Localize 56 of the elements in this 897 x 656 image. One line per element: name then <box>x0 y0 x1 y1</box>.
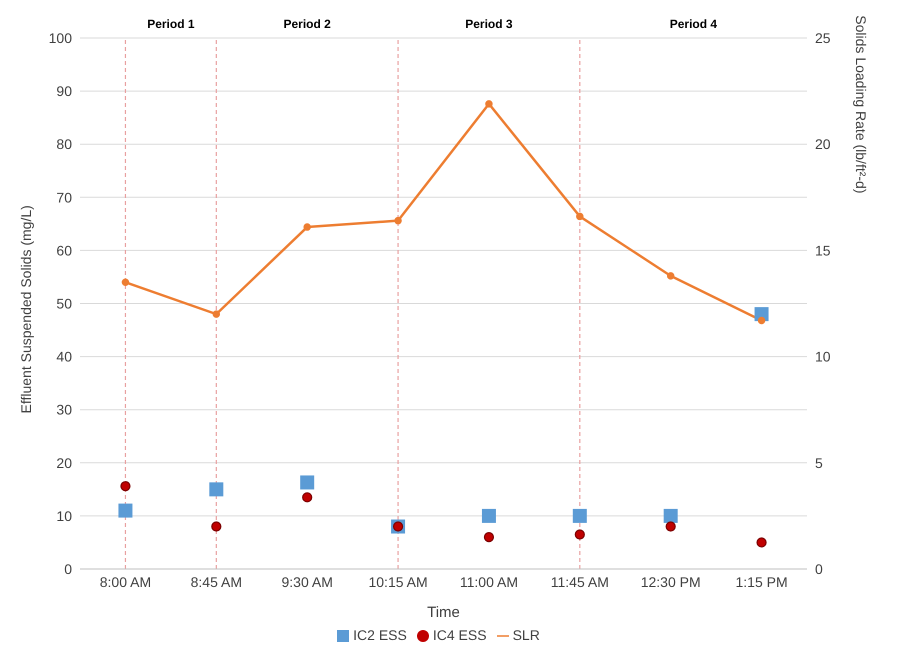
point <box>300 475 314 490</box>
point <box>756 537 767 548</box>
y-tick-label: 100 <box>48 30 72 46</box>
text: Period 4 <box>670 17 718 31</box>
point <box>666 272 674 280</box>
point <box>664 508 678 523</box>
point <box>484 532 494 542</box>
legend-label: IC4 ESS <box>432 627 487 643</box>
y-tick-label: 50 <box>56 295 72 312</box>
text: Period 1 <box>147 17 195 31</box>
point <box>394 216 402 224</box>
point <box>211 521 222 532</box>
y-tick-label: 20 <box>56 454 72 471</box>
point <box>574 529 585 540</box>
x-tick-label: 8:00 AM <box>100 574 152 590</box>
point <box>303 223 311 231</box>
point <box>572 508 587 523</box>
point <box>485 100 493 108</box>
point <box>122 278 130 286</box>
y2-tick-label: 0 <box>815 560 823 577</box>
y-tick-label: 90 <box>56 83 72 100</box>
x-tick-label: 9:30 AM <box>282 574 333 590</box>
point <box>118 504 132 518</box>
x-tick-label: 8:45 AM <box>190 574 242 590</box>
x-tick-label: 10:15 AM <box>368 574 428 590</box>
y-tick-label: 10 <box>56 508 72 524</box>
point <box>120 481 131 492</box>
x-tick-label: 12:30 PM <box>640 574 701 590</box>
y2-tick-label: 20 <box>815 136 831 152</box>
y2-tick-label: 25 <box>815 30 831 46</box>
point <box>212 310 220 318</box>
point <box>209 482 224 496</box>
y2-tick-label: 5 <box>815 454 823 471</box>
point <box>758 316 766 324</box>
point <box>666 521 676 532</box>
x-tick-label: 11:00 AM <box>460 574 518 590</box>
text: Period 3 <box>465 17 513 31</box>
x-tick-label: 11:45 AM <box>550 574 609 590</box>
point <box>576 212 584 220</box>
y2-tick-label: 10 <box>815 348 831 365</box>
legend-label: IC2 ESS <box>353 627 407 643</box>
y-tick-label: 30 <box>56 402 72 418</box>
y-tick-label: 60 <box>56 242 72 258</box>
x-axis-title: Time <box>427 604 460 621</box>
y-axis-title: Effluent Suspended Solids (mg/L) <box>18 205 34 414</box>
y-tick-label: 80 <box>56 136 72 152</box>
y-tick-label: 0 <box>64 560 72 577</box>
legend-label: SLR <box>512 627 540 643</box>
x-tick-label: 1:15 PM <box>735 574 788 590</box>
text: Period 2 <box>284 17 332 31</box>
y-tick-label: 70 <box>56 189 72 206</box>
point <box>302 492 312 502</box>
y2-tick-label: 15 <box>815 242 831 258</box>
point <box>482 508 496 523</box>
y2-axis-title: Solids Loading Rate (lb/ft²-d) <box>853 15 870 194</box>
y-tick-label: 40 <box>56 348 72 365</box>
